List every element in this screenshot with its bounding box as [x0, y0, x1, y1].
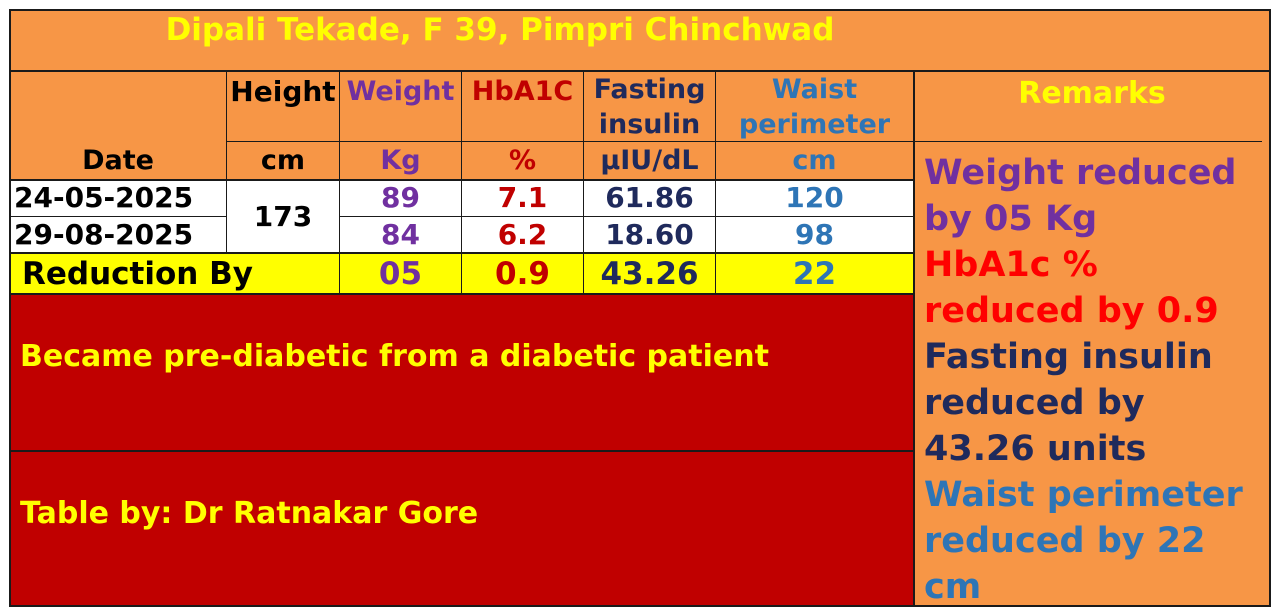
height-value: 173 — [253, 199, 313, 233]
remark-weight-line1: Weight reduced — [924, 153, 1237, 193]
remark-weight-line2: by 05 Kg — [924, 199, 1098, 239]
row2-weight: 84 — [381, 218, 420, 252]
header-fasting-line1: Fasting — [593, 73, 706, 105]
note-main-band — [10, 294, 914, 450]
header-weight: Weight — [346, 75, 455, 107]
reduction-hba1c: 0.9 — [495, 255, 550, 292]
header-fasting-line2: insulin — [598, 108, 701, 140]
remarks-panel — [914, 71, 1270, 606]
remark-fasting-line3: 43.26 units — [924, 429, 1147, 469]
unit-waist: cm — [792, 144, 837, 176]
unit-hba1c: % — [508, 144, 537, 176]
remark-hba1c-line2: reduced by 0.9 — [924, 291, 1219, 331]
remarks-header: Remarks — [1018, 76, 1166, 112]
title-band — [10, 10, 1270, 70]
reduction-label: Reduction By — [22, 255, 253, 292]
unit-weight: Kg — [380, 144, 421, 176]
note-credit-band — [10, 451, 914, 606]
header-waist-line1: Waist — [771, 73, 858, 105]
reduction-fasting: 43.26 — [600, 255, 699, 292]
unit-fasting: µIU/dL — [600, 144, 699, 176]
remark-waist-line1: Waist perimeter — [924, 475, 1243, 515]
row1-fasting: 61.86 — [605, 181, 694, 215]
unit-height: cm — [260, 144, 306, 176]
row2-hba1c: 6.2 — [497, 218, 548, 252]
remark-hba1c-line1: HbA1c % — [924, 245, 1098, 285]
header-hba1c: HbA1C — [471, 75, 574, 107]
header-band — [10, 71, 914, 179]
header-date: Date — [82, 144, 154, 176]
note-main: Became pre-diabetic from a diabetic pati… — [20, 339, 769, 375]
row2-fasting: 18.60 — [605, 218, 694, 252]
remarks-body: Weight reduced by 05 Kg HbA1c % reduced … — [924, 150, 1269, 610]
remark-waist-line3: cm — [924, 567, 982, 607]
note-credit: Table by: Dr Ratnakar Gore — [20, 496, 479, 532]
remark-waist-line2: reduced by 22 — [924, 521, 1206, 561]
remark-fasting-line1: Fasting insulin — [924, 337, 1213, 377]
page-title: Dipali Tekade, F 39, Pimpri Chinchwad — [165, 11, 835, 48]
row2-date: 29-08-2025 — [14, 218, 194, 252]
row1-hba1c: 7.1 — [497, 181, 548, 215]
row2-waist: 98 — [795, 218, 834, 252]
reduction-waist: 22 — [792, 255, 837, 292]
remark-fasting-line2: reduced by — [924, 383, 1145, 423]
reduction-band — [10, 253, 914, 293]
row1-date: 24-05-2025 — [14, 181, 194, 215]
row1-weight: 89 — [381, 181, 420, 215]
header-height: Height — [230, 75, 336, 109]
reduction-weight: 05 — [378, 255, 423, 292]
header-waist-line2: perimeter — [738, 108, 891, 140]
row1-waist: 120 — [785, 181, 844, 215]
